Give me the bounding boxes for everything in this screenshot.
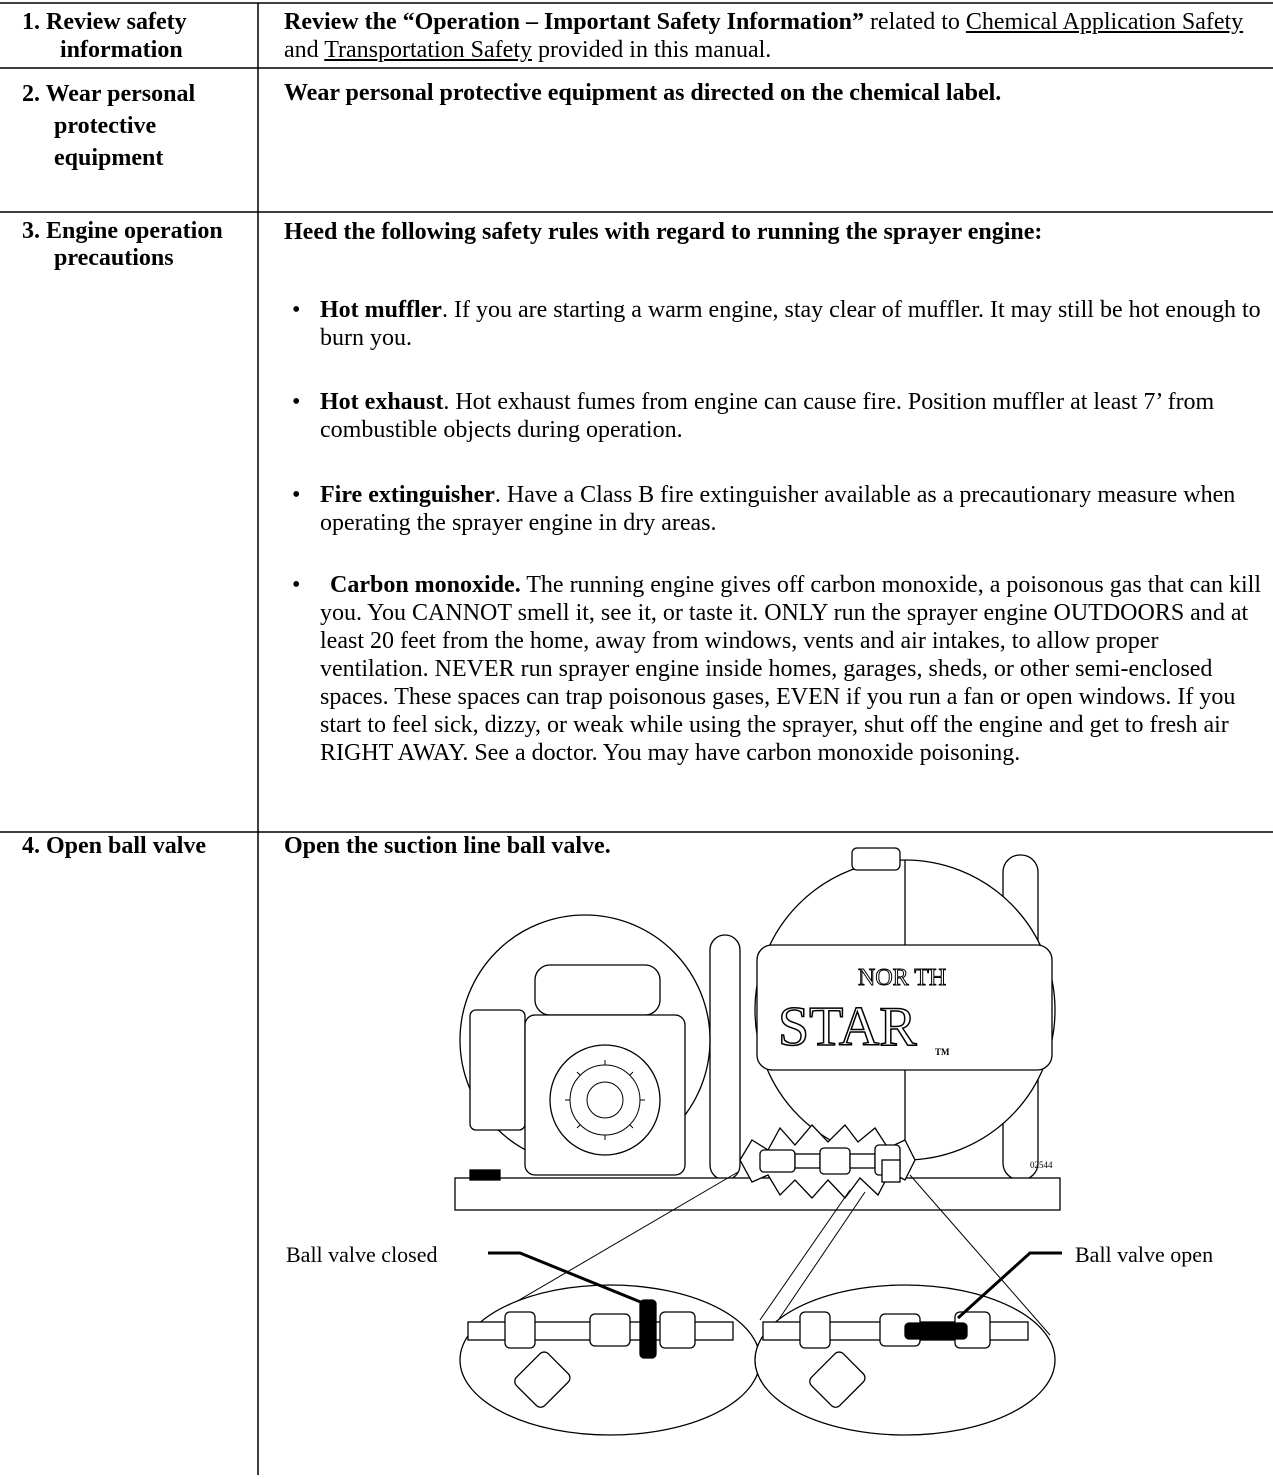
logo-text: NOR TH [858, 965, 946, 991]
step-content: Wear personal protective equipment as di… [284, 80, 1002, 106]
bullet-item: Fire extinguisher. Have a Class B fire e… [320, 481, 1268, 537]
step-heading: Open the suction line ball valve. [284, 833, 611, 859]
bullet-item: Hot exhaust. Hot exhaust fumes from engi… [320, 388, 1268, 444]
text: and [284, 37, 325, 63]
text: . Hot exhaust fumes from engine can caus… [320, 389, 1215, 443]
text: . Have a Class B fire extinguisher avail… [320, 482, 1236, 536]
step-label: 4. Open ball valve [22, 833, 207, 859]
sprayer-illustration [454, 847, 1062, 1436]
valve-assembly [759, 1144, 901, 1183]
valve-closed-detail [467, 1299, 734, 1408]
flywheel-grille [565, 1060, 645, 1140]
step-label: 3. Engine operation precautions [22, 218, 223, 271]
callout-label: Ball valve closed [286, 1242, 438, 1267]
cable [469, 1169, 501, 1181]
reference: Transportation Safety [324, 37, 532, 63]
term: Carbon monoxide. [330, 572, 521, 598]
bullet: • [292, 297, 301, 323]
frame-post [709, 934, 741, 1181]
text: Review the “Operation – Important Safety… [284, 9, 864, 35]
callout [759, 1189, 851, 1321]
tank-cap [851, 847, 901, 871]
pointer [956, 1251, 1062, 1320]
bullet: • [292, 482, 301, 508]
bullet: • [292, 389, 301, 415]
drawing-code: 02544 [1030, 1160, 1053, 1170]
valve-open-detail [762, 1311, 1029, 1408]
callout [909, 1174, 1051, 1336]
text: provided in this manual. [531, 37, 772, 63]
pointer [488, 1251, 649, 1307]
step-label: 2. Wear personal protective equipment [22, 81, 196, 171]
engine-part [469, 1009, 526, 1131]
step-content: Review the “Operation – Important Safety… [284, 8, 1266, 64]
step-heading: Heed the following safety rules with reg… [284, 219, 1043, 245]
detail-closed [459, 1284, 761, 1436]
text: . If you are starting a warm engine, sta… [320, 297, 1261, 351]
callout [774, 1191, 866, 1326]
text: The running engine gives off carbon mono… [320, 572, 1261, 766]
step-label: 1. Review safety information [22, 9, 187, 63]
air-filter [534, 964, 661, 1016]
reference: Chemical Application Safety [965, 9, 1244, 35]
base-frame [454, 1177, 1061, 1211]
detail-open [754, 1284, 1056, 1436]
text: related to [863, 9, 966, 35]
logo-mark: TM [935, 1047, 950, 1057]
bullet-item: Hot muffler. If you are starting a warm … [320, 296, 1268, 352]
bullet: • [292, 572, 301, 598]
logo-text: STAR [778, 996, 917, 1058]
callout-label: Ball valve open [1075, 1242, 1213, 1267]
term: Fire extinguisher [320, 482, 495, 508]
term: Hot muffler [320, 297, 442, 323]
bullet-item: Carbon monoxide. The running engine give… [320, 571, 1268, 767]
term: Hot exhaust [320, 389, 444, 415]
tank-plate [756, 944, 1053, 1071]
